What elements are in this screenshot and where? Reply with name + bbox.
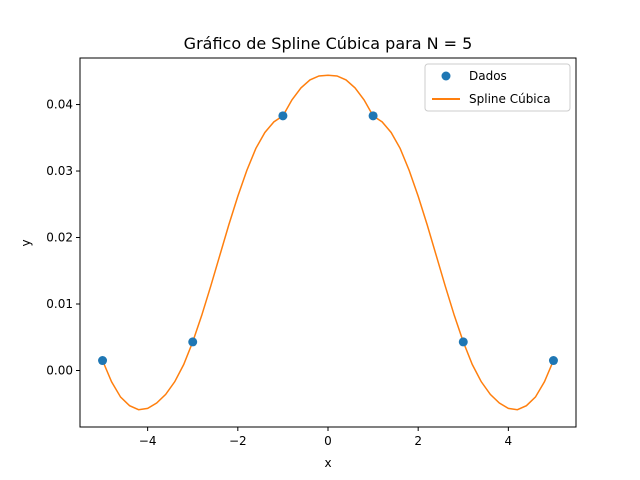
data-point	[548, 356, 558, 366]
x-axis-label: x	[324, 456, 331, 470]
data-point	[278, 111, 288, 121]
axes-frame	[79, 57, 577, 428]
y-tick-label: 0.00	[46, 363, 73, 377]
x-tick-label: 2	[414, 434, 422, 448]
y-tick-label: 0.02	[46, 231, 73, 245]
series-line-spline	[101, 74, 555, 411]
data-point	[188, 337, 198, 347]
y-tick-label: 0.04	[46, 98, 73, 112]
x-tick-label: −2	[229, 434, 247, 448]
y-tick-label: 0.03	[46, 164, 73, 178]
x-tick-label: 0	[324, 434, 332, 448]
data-point	[368, 111, 378, 121]
plot-area	[98, 74, 558, 411]
data-point	[458, 337, 468, 347]
y-axis-label: y	[19, 239, 33, 246]
legend: Dados Spline Cúbica	[424, 63, 571, 112]
chart-title: Gráfico de Spline Cúbica para N = 5	[184, 34, 473, 53]
x-axis-ticks: −4 −2 0 2 4	[139, 427, 512, 448]
legend-label-spline: Spline Cúbica	[469, 92, 551, 106]
legend-marker-dados	[441, 71, 451, 81]
x-tick-label: 4	[505, 434, 513, 448]
x-tick-label: −4	[139, 434, 157, 448]
legend-label-dados: Dados	[469, 69, 507, 83]
y-axis-ticks: 0.00 0.01 0.02 0.03 0.04	[46, 98, 80, 377]
data-point	[98, 356, 108, 366]
y-tick-label: 0.01	[46, 297, 73, 311]
legend-box	[424, 63, 571, 112]
